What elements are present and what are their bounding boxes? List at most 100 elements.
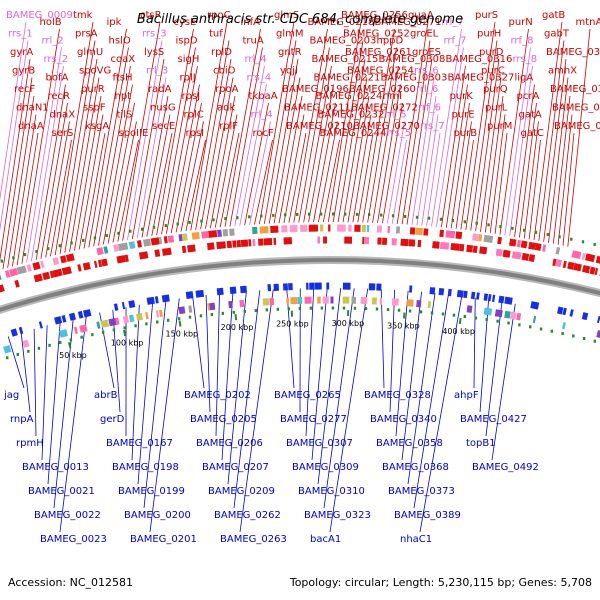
bottom-leader-line [323, 288, 355, 509]
top-gene-label: rrs_3 [142, 29, 167, 40]
top-leader-line [273, 77, 301, 224]
top-gene-label: adk [217, 103, 235, 114]
top-leader-line [249, 121, 271, 225]
ring-tick-dot [353, 306, 357, 310]
top-leader-line [209, 95, 236, 229]
top-gene-label: lysS [144, 47, 164, 58]
top-gene-label: BAMEG_0366 [546, 47, 600, 58]
top-gene-label: holB [40, 17, 62, 28]
top-gene-label: gatA [519, 110, 542, 121]
feature-forward [40, 260, 45, 269]
bottom-gene-label: bacA1 [310, 534, 341, 545]
top-leader-line [107, 102, 135, 244]
ring-tick-dot [105, 234, 108, 238]
feature-forward [571, 250, 582, 260]
ring-tick-dot [188, 315, 192, 319]
feature-forward [479, 246, 488, 255]
ring-tick-dot [37, 346, 41, 350]
bottom-leader-line [192, 296, 205, 389]
top-gene-label: BAMEG_0316 [446, 54, 513, 65]
scale-tick-mark [123, 329, 127, 337]
ring-tick-dot [320, 306, 324, 310]
feature-forward [0, 273, 2, 280]
top-gene-label: purM [487, 121, 512, 132]
bottom-leader-line [329, 288, 369, 533]
bottom-gene-label: ahpF [454, 390, 479, 401]
top-leader-line [141, 95, 169, 238]
bottom-leader-line [305, 288, 315, 437]
top-gene-label: truA [243, 36, 264, 47]
top-gene-label: pcrA [517, 91, 540, 102]
top-gene-label: BAMEG_0378 [552, 103, 600, 114]
ring-tick-dot [522, 228, 526, 232]
top-leader-line [98, 65, 131, 246]
ring-tick-dot [581, 240, 585, 244]
top-leader-line [347, 95, 370, 223]
feature-forward [581, 252, 586, 260]
top-gene-label: rplC [184, 110, 204, 121]
ring-tick-dot [367, 213, 371, 217]
feature-reverse [509, 311, 517, 320]
bottom-leader-line [53, 318, 74, 509]
feature-forward [562, 260, 567, 269]
top-gene-label: serS [52, 128, 74, 139]
top-leader-line [45, 121, 70, 258]
feature-reverse [61, 315, 67, 323]
top-leader-line [59, 40, 96, 254]
ring-tick-dot [272, 213, 275, 217]
bottom-leader-line [311, 287, 328, 461]
feature-reverse [136, 312, 143, 321]
ring-tick-dot [296, 212, 299, 216]
feature-forward [113, 244, 119, 252]
bottom-gene-label: BAMEG_0262 [214, 510, 281, 521]
top-leader-line [205, 77, 234, 229]
bottom-gene-label: BAMEG_0199 [118, 486, 185, 497]
scale-tick-label: 150 kbp [166, 329, 199, 338]
ring-tick-dot [254, 309, 258, 313]
bottom-gene-label: nhaC1 [400, 534, 432, 545]
bottom-gene-label: BAMEG_0427 [460, 414, 527, 425]
ring-tick-dot [224, 217, 227, 221]
top-leader-line [523, 121, 539, 239]
top-gene-label: spoVG [79, 66, 111, 77]
feature-reverse [483, 307, 493, 316]
ring-tick-dot [248, 215, 251, 219]
top-leader-line [136, 77, 167, 239]
top-leader-line [156, 28, 194, 236]
top-leader-line [78, 114, 104, 250]
top-leader-line [504, 47, 531, 236]
bottom-gene-label: BAMEG_0340 [370, 414, 437, 425]
ring-tick-dot [572, 334, 575, 338]
scale-tick-label: 50 kbp [59, 351, 87, 360]
ring-tick-dot [539, 327, 543, 331]
bottom-leader-line [407, 293, 436, 485]
ring-tick-dot [260, 214, 263, 218]
top-gene-label: mtnA [576, 17, 600, 28]
top-leader-line [465, 21, 496, 231]
top-gene-label: bofA [46, 73, 69, 84]
top-leader-line [382, 102, 403, 224]
feature-reverse [113, 303, 119, 311]
bottom-gene-label: BAMEG_0368 [382, 462, 449, 473]
top-gene-label: rrl_3 [146, 66, 168, 77]
feature-reverse [557, 306, 564, 315]
bottom-leader-line [227, 291, 247, 485]
top-gene-label: purK [450, 91, 474, 102]
feature-reverse [68, 312, 76, 321]
feature-forward [483, 234, 494, 244]
ring-tick-dot [166, 318, 170, 322]
feature-forward [439, 241, 450, 250]
top-gene-label: rrl_4 [251, 110, 273, 121]
scale-tick-label: 200 kbp [221, 323, 254, 332]
top-gene-label: ispD [176, 36, 198, 47]
top-gene-label: rrs_5 [387, 128, 412, 139]
top-leader-line [268, 58, 299, 224]
ring-tick-dot [35, 250, 38, 254]
feature-forward [240, 239, 249, 247]
ring-tick-dot [16, 352, 19, 356]
ring-tick-dot [156, 320, 159, 324]
top-gene-label: dnaA [18, 121, 44, 132]
feature-forward [101, 258, 108, 267]
top-gene-label: purS [475, 10, 498, 21]
